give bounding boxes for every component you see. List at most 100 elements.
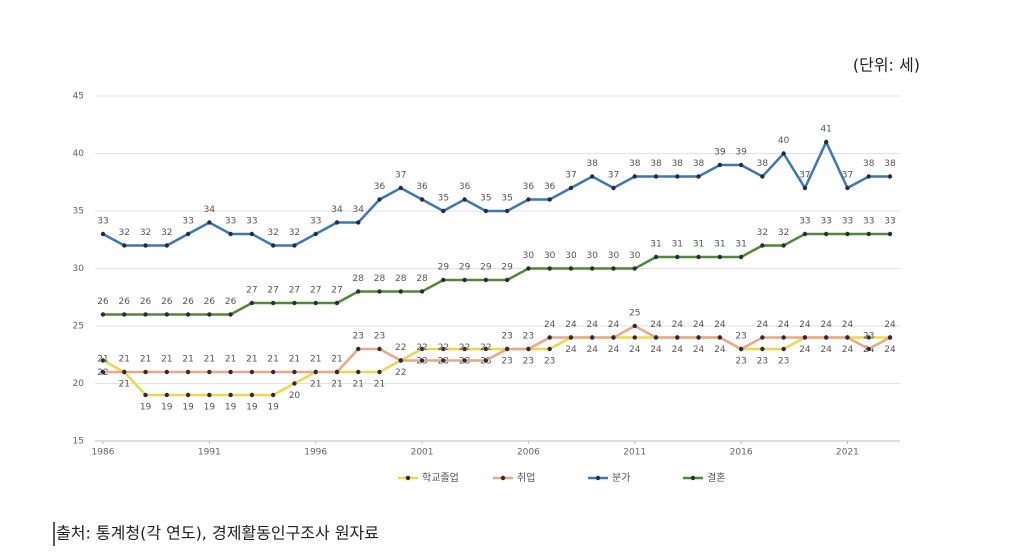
point [441, 358, 446, 363]
data-label: 24 [544, 320, 556, 330]
data-label: 32 [140, 228, 151, 238]
data-label: 24 [693, 345, 705, 355]
data-label: 31 [735, 240, 746, 250]
data-label: 22 [459, 343, 470, 353]
point [504, 208, 510, 214]
point [632, 174, 637, 179]
point [164, 392, 170, 398]
point [143, 392, 148, 398]
point [122, 243, 127, 248]
point [100, 369, 106, 375]
data-label: 23 [757, 357, 768, 367]
data-label: 30 [629, 251, 641, 261]
data-label: 33 [863, 217, 874, 227]
data-label: 21 [246, 355, 257, 365]
x-tick-label: 1996 [304, 448, 327, 458]
data-label: 19 [204, 403, 216, 413]
data-label: 24 [820, 320, 832, 330]
data-label: 24 [565, 345, 577, 355]
data-label: 26 [119, 297, 131, 307]
data-label: 26 [97, 297, 109, 307]
y-tick-label: 45 [73, 92, 84, 102]
point [547, 335, 552, 340]
point [675, 335, 680, 340]
point [398, 185, 403, 191]
data-label: 23 [523, 357, 534, 367]
point [419, 358, 425, 363]
series-line [103, 324, 891, 374]
data-label: 19 [161, 403, 173, 413]
data-label: 33 [799, 217, 810, 227]
data-label: 38 [884, 159, 896, 169]
data-label: 39 [714, 148, 726, 158]
data-label: 24 [884, 345, 896, 355]
data-label: 24 [842, 320, 854, 330]
point [143, 312, 148, 317]
point [568, 335, 574, 340]
data-label: 21 [204, 355, 215, 365]
data-label: 33 [97, 217, 108, 227]
point [887, 174, 893, 179]
data-label: 35 [501, 194, 512, 204]
point [675, 254, 680, 260]
point [845, 185, 850, 191]
point [270, 369, 276, 375]
data-label: 19 [246, 403, 258, 413]
data-label: 24 [799, 345, 811, 355]
data-label: 21 [267, 355, 278, 365]
point [228, 392, 233, 398]
point [462, 197, 467, 202]
data-label: 31 [714, 240, 725, 250]
point [143, 243, 148, 248]
data-label: 23 [374, 332, 385, 342]
point [292, 243, 297, 248]
point [419, 197, 425, 202]
point [611, 335, 616, 340]
point [270, 392, 276, 398]
data-label: 21 [310, 355, 321, 365]
point [675, 174, 680, 179]
data-label: 19 [140, 403, 152, 413]
point [717, 162, 723, 168]
data-label: 32 [289, 228, 300, 238]
data-label: 24 [565, 320, 577, 330]
data-label: 30 [586, 251, 598, 261]
data-label: 26 [140, 297, 152, 307]
data-label: 23 [735, 332, 746, 342]
point [441, 346, 446, 352]
data-label: 34 [331, 205, 343, 215]
x-tick-label: 2016 [730, 448, 753, 458]
point [185, 312, 191, 317]
point [462, 277, 467, 283]
point [887, 231, 893, 237]
legend-dot [500, 475, 506, 481]
point [738, 162, 744, 168]
data-label: 24 [778, 320, 790, 330]
legend-label: 취업 [517, 471, 535, 484]
x-tick-label: 2021 [836, 448, 859, 458]
point [866, 174, 871, 179]
data-label: 20 [289, 391, 301, 401]
point [717, 254, 723, 260]
point [377, 289, 382, 294]
data-label: 31 [672, 240, 683, 250]
point [632, 335, 637, 340]
point [313, 300, 318, 306]
x-tick-label: 1991 [198, 448, 221, 458]
data-label: 23 [501, 332, 512, 342]
data-label: 21 [97, 355, 108, 365]
legend-label: 학교졸업 [422, 471, 459, 484]
point [590, 174, 595, 179]
point [185, 392, 191, 398]
data-label: 27 [289, 286, 300, 296]
point [483, 346, 489, 352]
data-label: 21 [119, 355, 130, 365]
point [207, 220, 212, 225]
data-label: 21 [331, 380, 342, 390]
data-label: 37 [842, 171, 853, 181]
point [483, 208, 489, 214]
data-label: 24 [650, 320, 662, 330]
y-tick-label: 40 [73, 149, 85, 159]
point [738, 254, 744, 260]
data-label: 36 [544, 182, 556, 192]
